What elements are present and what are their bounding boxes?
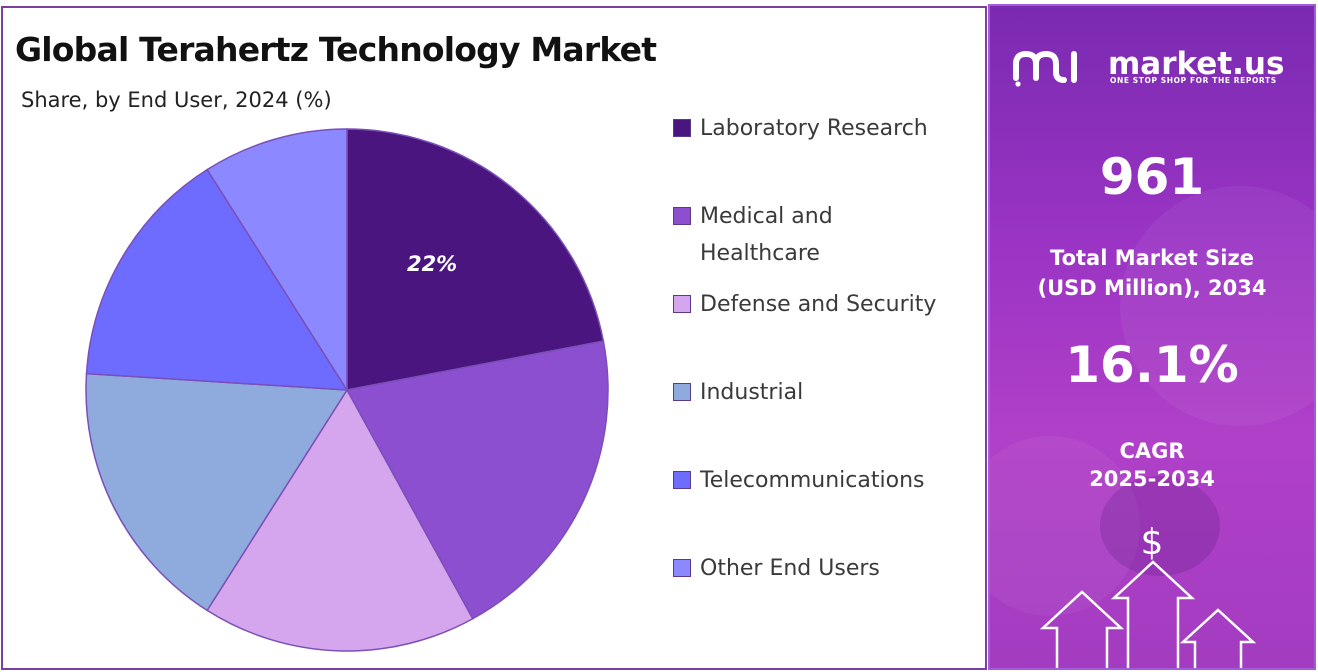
summary-panel: market.us ONE STOP SHOP FOR THE REPORTS … bbox=[988, 4, 1316, 670]
dollar-icon: $ bbox=[1140, 522, 1164, 563]
cagr-value: 16.1% bbox=[1065, 336, 1239, 394]
legend-swatch bbox=[673, 119, 691, 137]
pie-data-label: 22% bbox=[407, 252, 457, 276]
legend-swatch bbox=[673, 207, 691, 225]
legend-swatch bbox=[673, 471, 691, 489]
background-decoration bbox=[990, 186, 1314, 616]
market-size-value: 961 bbox=[1099, 148, 1205, 206]
cagr-label-line2: 2025-2034 bbox=[1089, 467, 1215, 491]
market-us-logo-icon bbox=[1013, 50, 1077, 87]
pie-slice-other-end-users bbox=[206, 128, 348, 393]
market-size-label-line2: (USD Million), 2034 bbox=[1037, 276, 1267, 300]
pie-slice-telecommunications bbox=[85, 168, 349, 391]
growth-arrows-icon bbox=[1039, 560, 1257, 668]
pie-slice-medical-and-healthcare bbox=[345, 340, 609, 620]
legend-label: Other End Users bbox=[700, 556, 880, 581]
pie-slice-industrial bbox=[85, 372, 349, 612]
cagr-label-line1: CAGR bbox=[1119, 439, 1185, 463]
legend-label: Telecommunications bbox=[700, 468, 925, 493]
legend-label: Laboratory Research bbox=[700, 116, 928, 141]
legend-swatch bbox=[673, 383, 691, 401]
chart-subtitle: Share, by End User, 2024 (%) bbox=[21, 88, 332, 112]
legend-swatch bbox=[673, 295, 691, 313]
legend-label: Defense and Security bbox=[700, 292, 937, 317]
pie-chart: 22% bbox=[85, 128, 609, 652]
chart-panel: Global Terahertz Technology Market Share… bbox=[1, 6, 987, 670]
pie-slice-laboratory-research bbox=[346, 128, 605, 391]
brand-tagline: ONE STOP SHOP FOR THE REPORTS bbox=[1110, 76, 1277, 85]
brand-name: market.us bbox=[1108, 46, 1285, 82]
legend-swatch bbox=[673, 559, 691, 577]
market-size-label-line1: Total Market Size bbox=[1050, 246, 1254, 270]
chart-title: Global Terahertz Technology Market bbox=[15, 30, 657, 69]
pie-slice-defense-and-security bbox=[206, 388, 474, 652]
legend-label: Industrial bbox=[700, 380, 804, 405]
legend-label: Medical and Healthcare bbox=[700, 204, 833, 266]
brand-logo: market.us ONE STOP SHOP FOR THE REPORTS bbox=[1010, 46, 1300, 96]
